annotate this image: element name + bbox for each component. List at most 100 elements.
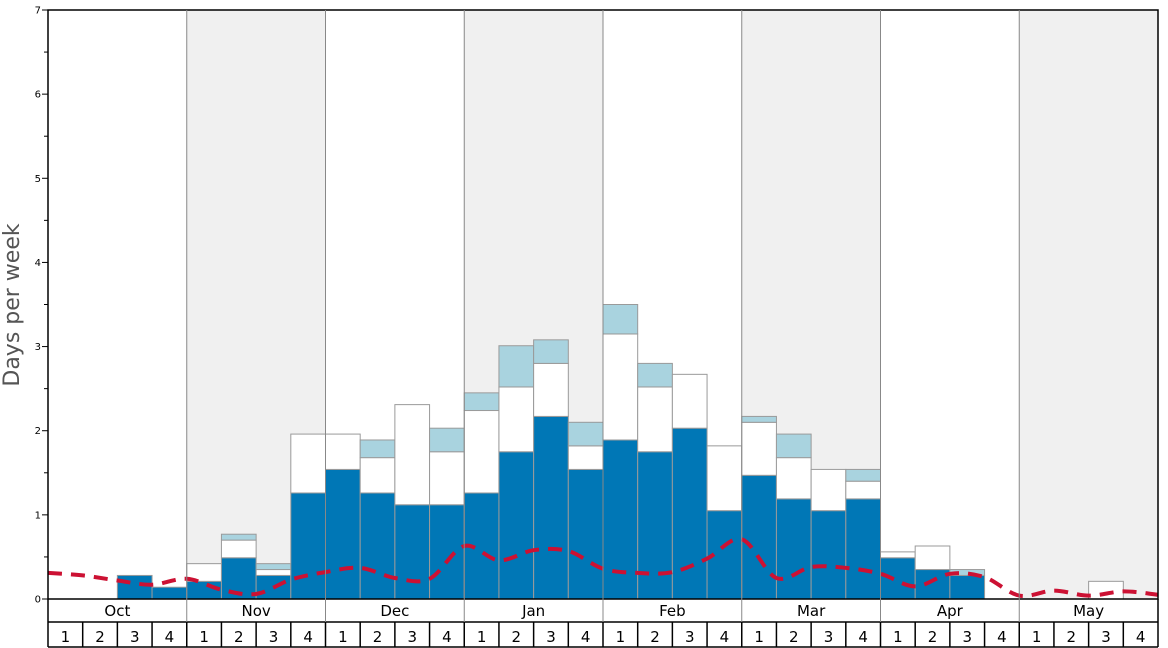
bar-light-10 bbox=[359, 439, 396, 459]
week-label: 2 bbox=[928, 628, 938, 646]
bar-white-9 bbox=[325, 433, 361, 470]
bar-white-17 bbox=[602, 333, 639, 441]
bar-white-22 bbox=[775, 457, 812, 500]
month-label-may: May bbox=[1073, 602, 1104, 620]
week-label: 4 bbox=[997, 628, 1007, 646]
bar-light-16 bbox=[567, 421, 604, 447]
bar-light-13 bbox=[463, 392, 500, 412]
bar-white-31 bbox=[1088, 580, 1124, 600]
week-label: 1 bbox=[338, 628, 348, 646]
week-label: 3 bbox=[824, 628, 834, 646]
bar-dark-12 bbox=[429, 504, 465, 600]
month-label-dec: Dec bbox=[380, 602, 409, 620]
bar-light-17 bbox=[602, 304, 639, 335]
bar-dark-9 bbox=[325, 468, 361, 600]
y-tick-label: 3 bbox=[35, 342, 41, 353]
week-label: 2 bbox=[234, 628, 244, 646]
bar-dark-25 bbox=[880, 557, 916, 600]
week-label: 1 bbox=[1032, 628, 1042, 646]
bar-white-15 bbox=[533, 362, 569, 417]
bar-dark-16 bbox=[567, 468, 604, 600]
bar-light-24 bbox=[845, 468, 881, 482]
month-label-nov: Nov bbox=[241, 602, 270, 620]
bar-dark-8 bbox=[290, 492, 326, 600]
bar-white-21 bbox=[741, 421, 777, 476]
bar-dark-26 bbox=[914, 569, 951, 600]
week-label: 4 bbox=[581, 628, 591, 646]
bar-white-23 bbox=[810, 468, 847, 512]
bar-white-13 bbox=[463, 410, 500, 494]
bar-light-14 bbox=[498, 345, 535, 388]
bar-white-24 bbox=[845, 480, 881, 500]
week-label: 2 bbox=[650, 628, 660, 646]
bar-white-8 bbox=[290, 433, 326, 494]
month-label-mar: Mar bbox=[797, 602, 826, 620]
y-tick-label: 1 bbox=[35, 510, 41, 521]
y-axis-label: Days per week bbox=[0, 223, 25, 386]
week-label: 2 bbox=[373, 628, 383, 646]
bar-dark-19 bbox=[671, 427, 708, 600]
week-label: 4 bbox=[858, 628, 868, 646]
week-label: 4 bbox=[1136, 628, 1146, 646]
week-label: 2 bbox=[1067, 628, 1077, 646]
bars-layer bbox=[116, 304, 1124, 600]
bar-light-15 bbox=[533, 339, 569, 364]
month-label-oct: Oct bbox=[104, 602, 130, 620]
y-tick-label: 5 bbox=[35, 174, 41, 185]
week-label: 1 bbox=[754, 628, 764, 646]
bar-dark-24 bbox=[845, 498, 881, 600]
bar-dark-17 bbox=[602, 439, 639, 600]
week-label: 4 bbox=[442, 628, 452, 646]
month-shade-may bbox=[1019, 10, 1158, 599]
y-tick-label: 4 bbox=[35, 258, 41, 269]
y-tick-label: 7 bbox=[35, 6, 41, 17]
bar-white-18 bbox=[637, 386, 673, 453]
bar-white-16 bbox=[567, 445, 604, 470]
bar-light-21 bbox=[741, 415, 777, 423]
week-label: 3 bbox=[407, 628, 417, 646]
bar-dark-15 bbox=[533, 415, 569, 600]
bar-dark-14 bbox=[498, 451, 535, 600]
bar-white-20 bbox=[706, 445, 743, 512]
week-label: 4 bbox=[165, 628, 175, 646]
axis-layer: 0 1 2 3 4 5 6 7 Oct 1 2 3 4 Nov 1 2 3 4 Dec 1 2 3 4 Jan 1 2 3 4 Feb 1… bbox=[35, 6, 1159, 648]
week-label: 4 bbox=[720, 628, 730, 646]
bar-white-11 bbox=[394, 404, 431, 506]
week-label: 3 bbox=[962, 628, 972, 646]
bar-white-10 bbox=[359, 457, 396, 494]
bar-white-26 bbox=[914, 545, 951, 571]
week-label: 3 bbox=[546, 628, 556, 646]
week-label: 1 bbox=[61, 628, 71, 646]
week-label: 2 bbox=[789, 628, 799, 646]
bar-dark-23 bbox=[810, 510, 847, 600]
bar-light-7 bbox=[255, 563, 292, 571]
month-label-feb: Feb bbox=[659, 602, 686, 620]
bar-dark-10 bbox=[359, 492, 396, 600]
bar-light-6 bbox=[220, 533, 257, 541]
bar-white-25 bbox=[880, 551, 916, 559]
bar-white-6 bbox=[220, 539, 257, 559]
month-label-apr: Apr bbox=[937, 602, 964, 620]
week-label: 4 bbox=[303, 628, 313, 646]
bar-dark-3 bbox=[116, 574, 153, 600]
week-label: 1 bbox=[616, 628, 626, 646]
week-label: 3 bbox=[685, 628, 695, 646]
week-label: 2 bbox=[512, 628, 522, 646]
bar-dark-22 bbox=[775, 498, 812, 600]
bar-white-14 bbox=[498, 386, 535, 453]
week-label: 2 bbox=[95, 628, 105, 646]
bar-dark-18 bbox=[637, 451, 673, 600]
week-label: 1 bbox=[199, 628, 209, 646]
week-label: 3 bbox=[130, 628, 140, 646]
week-label: 3 bbox=[1101, 628, 1111, 646]
y-tick-label: 2 bbox=[35, 426, 41, 437]
bar-light-12 bbox=[429, 427, 465, 453]
bar-light-18 bbox=[637, 362, 673, 388]
bar-dark-21 bbox=[741, 474, 777, 600]
y-tick-label: 0 bbox=[35, 595, 41, 606]
bar-white-12 bbox=[429, 451, 465, 506]
bar-dark-27 bbox=[949, 574, 986, 600]
bar-white-7 bbox=[255, 569, 292, 576]
y-tick-label: 6 bbox=[35, 90, 41, 101]
